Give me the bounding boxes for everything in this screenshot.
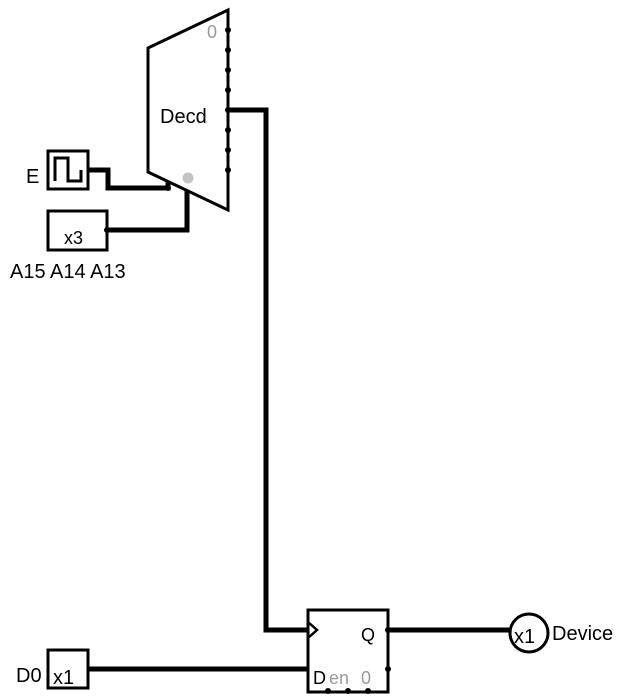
decoder-output-pin — [225, 127, 231, 133]
address-pins-label: A15 A14 A13 — [10, 261, 126, 283]
decoder-label: Decd — [160, 106, 207, 128]
data-input-width-label: x1 — [53, 667, 74, 689]
flipflop-q-pin — [385, 627, 391, 633]
wires — [85, 107, 513, 672]
decoder[interactable]: 0 Decd — [146, 7, 231, 213]
output-label: Device — [552, 623, 613, 645]
decoder-enable-pin — [165, 185, 171, 191]
data-input-box[interactable] — [46, 648, 90, 690]
flipflop-q-label: Q — [361, 625, 375, 645]
output-circle[interactable] — [508, 612, 550, 654]
enable-clock-label: E — [26, 166, 39, 188]
clock-triangle-icon — [307, 621, 319, 639]
flipflop-qbar-pin — [385, 666, 391, 672]
decoder-first-output-label: 0 — [207, 22, 217, 42]
flipflop-pin-2 — [345, 688, 351, 694]
decoder-output-pin — [225, 47, 231, 53]
flipflop-body[interactable] — [306, 608, 390, 694]
decoder-body[interactable] — [146, 7, 230, 213]
decoder-output-pin — [225, 107, 231, 113]
decoder-output-pin — [225, 87, 231, 93]
wire-address-bus[interactable] — [104, 177, 190, 233]
output[interactable]: x1 Device — [508, 612, 613, 654]
decoder-output-pin — [225, 147, 231, 153]
data-input[interactable]: D0 x1 — [16, 648, 90, 690]
flipflop-en-label: en — [329, 668, 349, 688]
wire-decoder-to-clock[interactable] — [225, 107, 309, 633]
enable-clock[interactable]: E — [26, 149, 90, 191]
flipflop-en-value: 0 — [361, 668, 371, 688]
flipflop-pin-1 — [325, 688, 331, 694]
decoder-output-pins — [225, 27, 231, 173]
clock-waveform-icon — [53, 156, 83, 183]
decoder-output-pin — [225, 27, 231, 33]
decoder-select-pin — [182, 172, 194, 184]
address-input[interactable]: x3 A15 A14 A13 — [10, 209, 126, 283]
address-input-width-label: x3 — [64, 228, 83, 248]
d-flipflop[interactable]: Q D en 0 — [306, 608, 391, 694]
address-input-pin — [104, 227, 110, 233]
data-input-label: D0 — [16, 665, 42, 687]
flipflop-d-label: D — [313, 668, 326, 688]
output-width-label: x1 — [514, 626, 535, 648]
decoder-output-pin — [225, 167, 231, 173]
flipflop-pin-3 — [365, 688, 371, 694]
decoder-output-pin — [225, 67, 231, 73]
